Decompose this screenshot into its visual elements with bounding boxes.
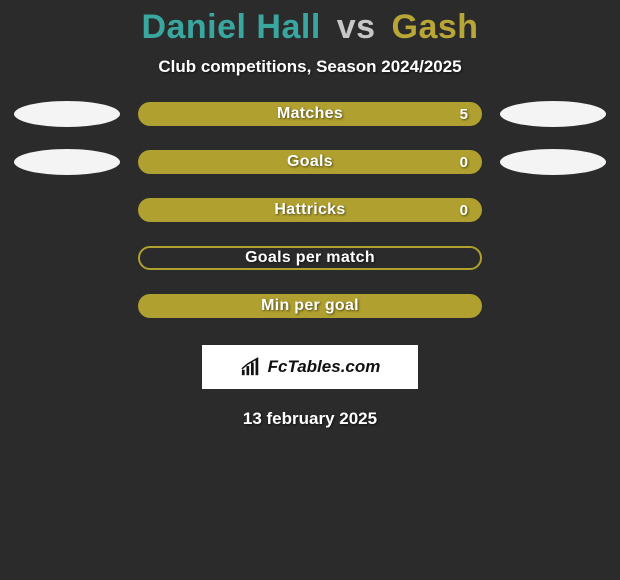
stat-label: Min per goal <box>261 297 359 315</box>
stat-bar: Min per goal <box>138 294 482 318</box>
stat-label: Hattricks <box>274 201 345 219</box>
stat-row-goals-per-match: Goals per match <box>10 245 610 271</box>
date: 13 february 2025 <box>0 409 620 429</box>
brand-badge: FcTables.com <box>202 345 418 389</box>
stat-row-goals: Goals 0 <box>10 149 610 175</box>
title-vs: vs <box>337 8 376 46</box>
stat-label: Matches <box>277 105 343 123</box>
stat-bar: Matches 5 <box>138 102 482 126</box>
player2-name: Gash <box>392 8 479 46</box>
stat-value-right: 0 <box>460 154 468 171</box>
left-ellipse <box>14 149 120 175</box>
right-ellipse <box>500 101 606 127</box>
stat-label: Goals <box>287 153 333 171</box>
left-ellipse <box>14 101 120 127</box>
stat-value-right: 5 <box>460 106 468 123</box>
chart-icon <box>240 357 262 377</box>
stat-row-matches: Matches 5 <box>10 101 610 127</box>
comparison-card: Daniel Hall vs Gash Club competitions, S… <box>0 0 620 429</box>
player1-name: Daniel Hall <box>141 8 320 46</box>
stat-bar: Goals per match <box>138 246 482 270</box>
stat-label: Goals per match <box>245 249 375 267</box>
stat-bar: Hattricks 0 <box>138 198 482 222</box>
stat-row-min-per-goal: Min per goal <box>10 293 610 319</box>
stat-row-hattricks: Hattricks 0 <box>10 197 610 223</box>
page-title: Daniel Hall vs Gash <box>0 8 620 47</box>
brand-text: FcTables.com <box>268 357 381 377</box>
stat-bar: Goals 0 <box>138 150 482 174</box>
stats-list: Matches 5 Goals 0 Hattricks 0 Goals <box>0 101 620 319</box>
subtitle: Club competitions, Season 2024/2025 <box>0 57 620 77</box>
stat-value-right: 0 <box>460 202 468 219</box>
right-ellipse <box>500 149 606 175</box>
